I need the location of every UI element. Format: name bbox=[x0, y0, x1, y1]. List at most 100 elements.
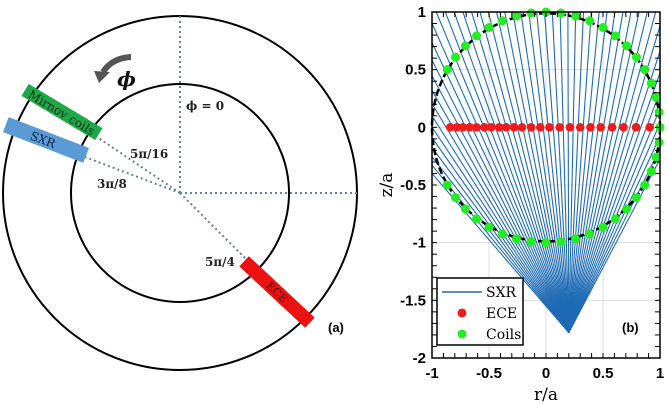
sxr-chord bbox=[568, 90, 660, 333]
sxr-chord bbox=[568, 12, 585, 333]
coil-point bbox=[526, 237, 536, 247]
coil-point bbox=[610, 214, 620, 224]
sxr-chord bbox=[568, 12, 657, 333]
sxr-chord bbox=[462, 12, 570, 333]
y-tick-label: -0.5 bbox=[400, 177, 426, 194]
legend-coils-marker bbox=[457, 329, 467, 339]
tick-labels: -1 -0.5 0 0.5 1 1 0.5 0 -0.5 -1 -1.5 -2 bbox=[400, 4, 664, 382]
coil-point bbox=[640, 180, 650, 190]
sxr-chord bbox=[568, 12, 577, 333]
ece-points bbox=[445, 123, 655, 132]
x-tick-label: -1 bbox=[425, 365, 438, 382]
ece-point bbox=[480, 123, 489, 132]
sxr-chord bbox=[435, 12, 570, 333]
sxr-chord bbox=[432, 102, 570, 333]
coil-point bbox=[556, 237, 566, 247]
ece-point bbox=[545, 123, 554, 132]
sxr-chord bbox=[496, 12, 570, 333]
sxr-chord bbox=[551, 12, 570, 333]
coil-point bbox=[451, 193, 461, 203]
coil-point bbox=[571, 11, 581, 21]
sxr-chord bbox=[568, 12, 624, 333]
sxr-chord bbox=[512, 12, 570, 333]
mirnov-angle-line bbox=[96, 136, 181, 194]
coil-point bbox=[631, 52, 641, 62]
ece-point bbox=[494, 123, 504, 132]
sxr-chord bbox=[432, 126, 570, 333]
y-tick-label: -1.5 bbox=[400, 292, 426, 309]
coil-point bbox=[472, 214, 482, 224]
rotation-arrowhead-icon bbox=[94, 71, 110, 83]
legend-coils: Coils bbox=[486, 327, 521, 343]
coil-points bbox=[442, 7, 665, 248]
coil-point bbox=[497, 229, 507, 239]
coil-point bbox=[598, 222, 608, 232]
sxr-chord bbox=[568, 157, 660, 333]
ece-point bbox=[458, 123, 468, 132]
phi-symbol: ϕ bbox=[117, 67, 136, 91]
x-tick-label: 0 bbox=[542, 365, 550, 382]
legend: SXR ECE Coils bbox=[436, 277, 524, 346]
angle-label-3pi8: 3π/8 bbox=[97, 177, 127, 191]
sxr-chord bbox=[568, 121, 660, 333]
coil-point bbox=[622, 204, 632, 214]
ece-point bbox=[536, 123, 545, 132]
angle-label-5pi16: 5π/16 bbox=[130, 147, 168, 161]
panel-a-torus-diagram: Mirnov coils SXR ECE ϕ ϕ = 0 5π/16 3π/8 … bbox=[2, 15, 358, 371]
ece-point bbox=[645, 123, 655, 132]
ece-point bbox=[465, 123, 474, 132]
coil-point bbox=[585, 229, 595, 239]
legend-ece: ECE bbox=[486, 306, 517, 322]
ece-point bbox=[565, 123, 575, 132]
y-tick-label: 0.5 bbox=[405, 62, 426, 79]
coil-point bbox=[646, 78, 656, 88]
ece-point bbox=[586, 123, 595, 132]
sxr-chord bbox=[470, 12, 570, 333]
sxr-chord bbox=[568, 12, 616, 333]
y-tick-label: -2 bbox=[413, 350, 426, 367]
sxr-chord bbox=[536, 12, 570, 333]
coil-point bbox=[631, 193, 641, 203]
inner-circle bbox=[70, 83, 290, 303]
ece-point bbox=[472, 123, 481, 132]
x-axis-label: r/a bbox=[534, 385, 558, 405]
panel-b-label: (b) bbox=[622, 320, 639, 335]
coil-point bbox=[651, 152, 661, 162]
y-tick-label: 0 bbox=[418, 119, 426, 136]
coil-point bbox=[571, 234, 581, 244]
ece-point bbox=[517, 123, 527, 132]
coil-point bbox=[472, 31, 482, 41]
coil-point bbox=[622, 41, 632, 51]
y-axis-label: z/a bbox=[377, 173, 397, 198]
legend-sxr: SXR bbox=[486, 285, 517, 301]
sxr-chord bbox=[568, 12, 640, 333]
coil-point bbox=[654, 107, 664, 117]
sxr-chord bbox=[559, 12, 570, 333]
coil-point bbox=[460, 204, 470, 214]
sxr-chord bbox=[479, 12, 570, 333]
coil-point bbox=[654, 137, 664, 147]
coil-point bbox=[460, 41, 470, 51]
sxr-chord bbox=[568, 23, 660, 333]
coil-point bbox=[556, 8, 566, 18]
ece-point bbox=[555, 123, 564, 132]
sxr-chord bbox=[432, 172, 570, 333]
coil-point bbox=[640, 65, 650, 75]
coil-point bbox=[497, 16, 507, 26]
sxr-chord bbox=[528, 12, 570, 333]
coil-point bbox=[646, 166, 656, 176]
x-tick-label: -0.5 bbox=[476, 365, 502, 382]
ece-point bbox=[445, 123, 455, 132]
sxr-chord bbox=[432, 89, 570, 333]
coil-point bbox=[484, 222, 494, 232]
ece-point bbox=[575, 123, 585, 132]
sxr-chord bbox=[432, 21, 570, 333]
sxr-chord bbox=[432, 164, 570, 333]
sxr-chord bbox=[568, 12, 632, 333]
sxr-chord bbox=[568, 106, 660, 333]
ece-point bbox=[596, 123, 606, 132]
sxr-chord bbox=[568, 49, 660, 333]
x-tick-label: 1 bbox=[656, 365, 664, 382]
ece-probe: ECE bbox=[239, 256, 315, 328]
